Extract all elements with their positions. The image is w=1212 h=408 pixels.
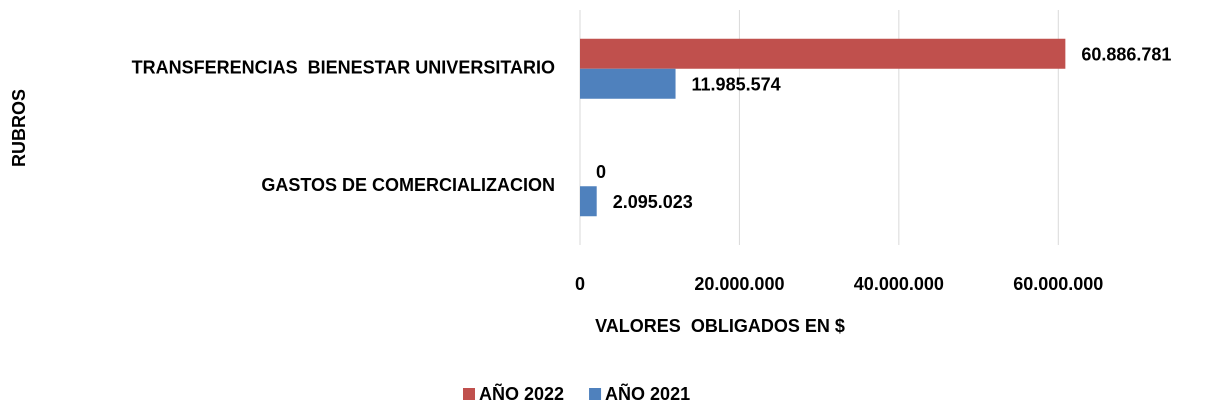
legend-label: AÑO 2022 bbox=[479, 383, 564, 404]
x-tick-label: 40.000.000 bbox=[854, 274, 944, 294]
legend-label: AÑO 2021 bbox=[605, 383, 690, 404]
y-tick-label: GASTOS DE COMERCIALIZACION bbox=[261, 175, 555, 195]
bar bbox=[580, 38, 1066, 69]
data-label: 2.095.023 bbox=[613, 192, 693, 212]
y-tick-label: TRANSFERENCIAS BIENESTAR UNIVERSITARIO bbox=[132, 58, 555, 78]
legend-swatch bbox=[589, 388, 602, 400]
data-label: 0 bbox=[596, 162, 606, 182]
legend-swatch bbox=[463, 388, 475, 400]
bar bbox=[580, 68, 676, 99]
x-tick-label: 0 bbox=[575, 274, 585, 294]
x-tick-label: 60.000.000 bbox=[1013, 274, 1103, 294]
bar bbox=[580, 186, 597, 217]
x-axis-title: VALORES OBLIGADOS EN $ bbox=[595, 316, 845, 336]
y-axis-title: RUBROS bbox=[9, 89, 29, 167]
data-label: 60.886.781 bbox=[1081, 45, 1171, 65]
data-label: 11.985.574 bbox=[692, 75, 781, 95]
x-tick-label: 20.000.000 bbox=[694, 274, 784, 294]
